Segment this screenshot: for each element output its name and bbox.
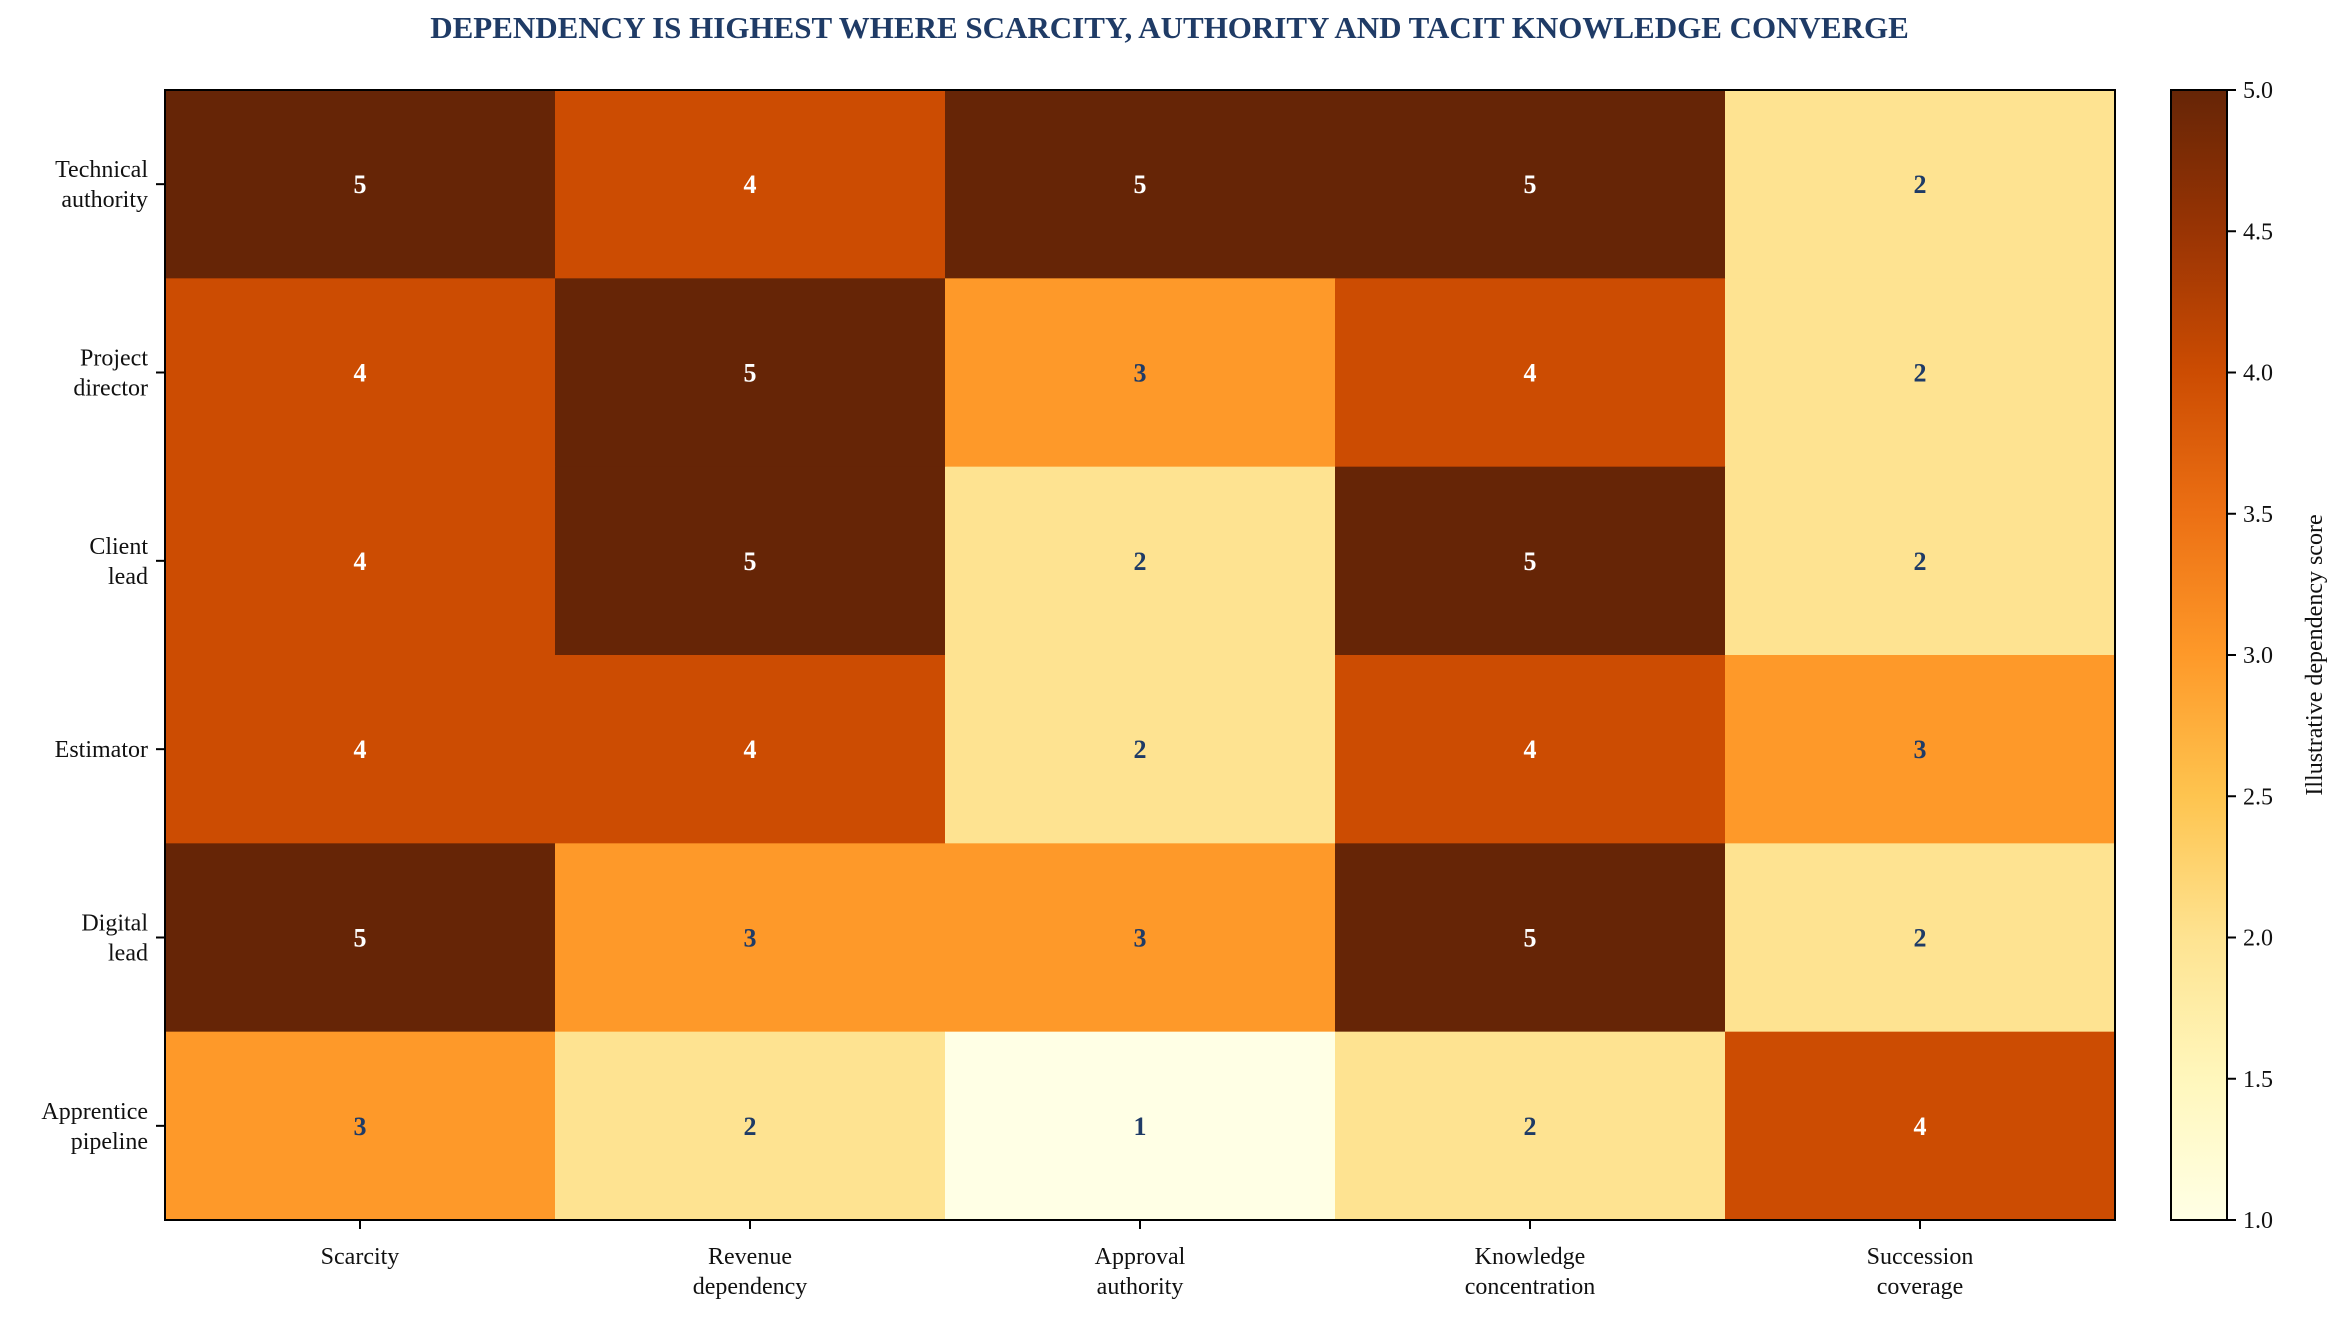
heatmap-cell xyxy=(1725,655,2116,844)
heatmap-cell xyxy=(165,90,556,279)
cell-value-label: 3 xyxy=(744,924,757,953)
y-tick-label: Project director xyxy=(73,346,148,402)
cell-value-label: 5 xyxy=(1524,547,1537,576)
cell-value-label: 2 xyxy=(1914,170,1927,199)
cell-value-label: 5 xyxy=(744,359,757,388)
cell-value-label: 3 xyxy=(354,1112,367,1141)
cell-value-label: 2 xyxy=(1524,1112,1537,1141)
colorbar-label: Illustrative dependency score xyxy=(2302,514,2328,795)
heatmap-cell xyxy=(1335,1031,1726,1221)
heatmap-cell xyxy=(555,278,946,468)
heatmap-cell xyxy=(1725,466,2116,656)
heatmap-cell xyxy=(165,278,556,468)
heatmap-cell xyxy=(945,843,1336,1033)
cell-value-label: 2 xyxy=(1914,547,1927,576)
heatmap-cell xyxy=(945,90,1336,279)
cell-value-label: 4 xyxy=(1524,735,1537,764)
cell-value-label: 2 xyxy=(1134,547,1147,576)
colorbar-tick-label: 2.0 xyxy=(2243,926,2273,952)
heatmap-cell xyxy=(165,843,556,1033)
heatmap-cell xyxy=(1335,843,1726,1033)
colorbar-tick-label: 1.5 xyxy=(2243,1067,2273,1093)
x-tick-label: Succession coverage xyxy=(1867,1244,1974,1300)
cell-value-label: 2 xyxy=(744,1112,757,1141)
y-tick-label: Technical authority xyxy=(55,157,148,213)
cell-value-label: 4 xyxy=(744,170,757,199)
heatmap-cell xyxy=(165,1031,556,1221)
cell-value-label: 5 xyxy=(744,547,757,576)
colorbar-tick-label: 4.0 xyxy=(2243,361,2273,387)
colorbar-tick-label: 3.5 xyxy=(2243,502,2273,528)
chart-title: DEPENDENCY IS HIGHEST WHERE SCARCITY, AU… xyxy=(430,10,1909,45)
y-tick-label: Digital lead xyxy=(81,911,148,967)
y-tick-label: Estimator xyxy=(55,737,148,763)
x-tick-label: Revenue dependency xyxy=(693,1244,808,1300)
heatmap-cell xyxy=(555,1031,946,1221)
heatmap-cell xyxy=(165,466,556,656)
x-tick-label: Approval authority xyxy=(1095,1244,1186,1300)
heatmap-cell xyxy=(1725,843,2116,1033)
heatmap-cell xyxy=(555,90,946,279)
y-tick-label: Client lead xyxy=(89,534,148,590)
colorbar-tick-label: 5.0 xyxy=(2243,78,2273,104)
heatmap-cell xyxy=(1725,278,2116,468)
heatmap-cell xyxy=(1725,1031,2116,1221)
heatmap-cell xyxy=(1335,655,1726,844)
cell-value-label: 2 xyxy=(1914,924,1927,953)
cell-value-label: 5 xyxy=(1134,170,1147,199)
heatmap-cell xyxy=(1335,90,1726,279)
cell-value-label: 3 xyxy=(1914,735,1927,764)
heatmap-cell xyxy=(165,655,556,844)
cell-value-label: 4 xyxy=(744,735,757,764)
cell-value-label: 4 xyxy=(354,547,367,576)
cell-value-label: 2 xyxy=(1134,735,1147,764)
x-tick-label: Knowledge concentration xyxy=(1465,1244,1596,1300)
cell-value-label: 4 xyxy=(1914,1112,1927,1141)
cell-value-label: 4 xyxy=(354,735,367,764)
heatmap-cell xyxy=(945,466,1336,656)
cell-value-label: 5 xyxy=(354,924,367,953)
heatmap-cell xyxy=(555,843,946,1033)
heatmap-cell xyxy=(945,655,1336,844)
heatmap-cell xyxy=(555,466,946,656)
cell-value-label: 4 xyxy=(1524,359,1537,388)
colorbar xyxy=(2170,89,2228,1221)
heatmap-cell xyxy=(1725,90,2116,279)
cell-value-label: 2 xyxy=(1914,359,1927,388)
cell-value-label: 4 xyxy=(354,359,367,388)
x-tick-label: Scarcity xyxy=(321,1244,400,1270)
heatmap-cell xyxy=(945,278,1336,468)
cell-value-label: 5 xyxy=(1524,170,1537,199)
heatmap-cell xyxy=(1335,466,1726,656)
cell-value-label: 3 xyxy=(1134,924,1147,953)
heatmap-cell xyxy=(555,655,946,844)
heatmap-cell xyxy=(945,1031,1336,1221)
colorbar-tick-label: 4.5 xyxy=(2243,219,2273,245)
cell-value-label: 5 xyxy=(1524,924,1537,953)
colorbar-tick-label: 1.0 xyxy=(2243,1208,2273,1234)
cell-value-label: 3 xyxy=(1134,359,1147,388)
heatmap-cell xyxy=(1335,278,1726,468)
colorbar-tick-label: 2.5 xyxy=(2243,784,2273,810)
cell-value-label: 5 xyxy=(354,170,367,199)
colorbar-tick-label: 3.0 xyxy=(2243,643,2273,669)
cell-value-label: 1 xyxy=(1134,1112,1147,1141)
y-tick-label: Apprentice pipeline xyxy=(41,1099,148,1155)
